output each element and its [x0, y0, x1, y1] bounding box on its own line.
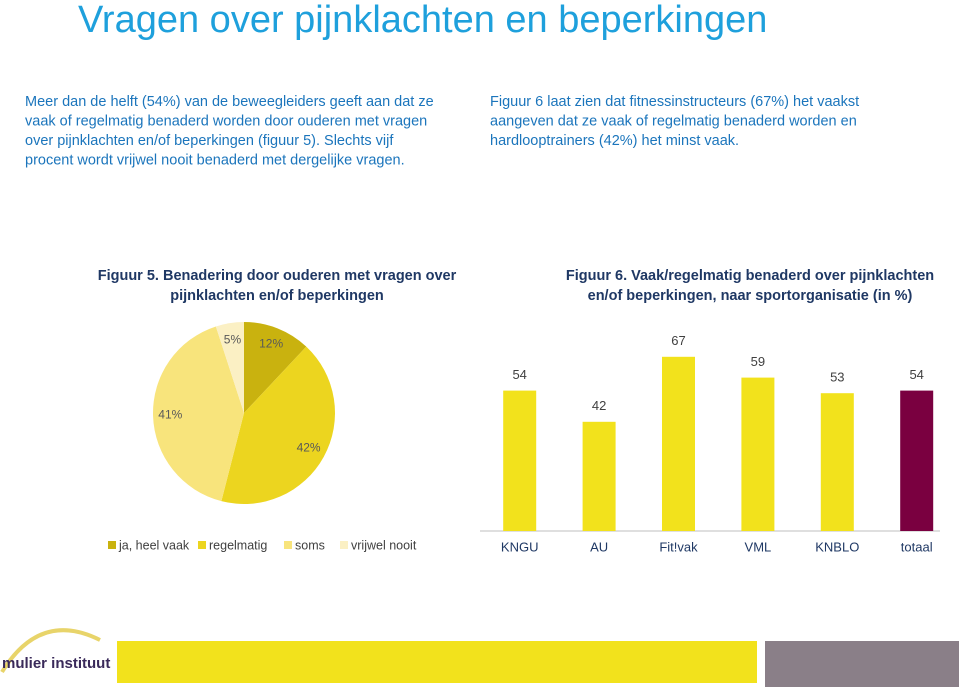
pie-slice [153, 326, 244, 502]
value-label: 67 [671, 333, 685, 348]
footer-bar [117, 641, 757, 683]
bar [741, 377, 775, 531]
intro-text: procent wordt vrijwel nooit benaderd met… [25, 152, 405, 168]
legend-label: ja, heel vaak [118, 538, 190, 552]
bar [900, 390, 934, 531]
intro-text: Figuur 6 laat zien dat fitnessinstructeu… [490, 94, 859, 110]
value-label: 42 [592, 398, 606, 413]
x-tick-label: totaal [901, 539, 933, 554]
intro-text: Meer dan de helft (54%) van de beweeglei… [25, 94, 434, 110]
bar [582, 421, 616, 531]
footer-photo [765, 641, 959, 687]
value-label: 42% [297, 441, 321, 455]
intro-text: vaak of regelmatig benaderd worden door … [25, 113, 427, 129]
x-tick-label: KNGU [501, 539, 539, 554]
x-tick-label: Fit!vak [659, 539, 698, 554]
intro-text: over pijnklachten en/of beperkingen (fig… [25, 133, 394, 149]
value-label: 12% [259, 337, 283, 351]
bar [503, 390, 537, 531]
legend-swatch [340, 541, 348, 549]
value-label: 53 [830, 370, 844, 385]
legend-label: vrijwel nooit [351, 538, 417, 552]
x-tick-label: VML [745, 539, 772, 554]
chart-title: Figuur 5. Benadering door ouderen met vr… [98, 268, 457, 284]
value-label: 59 [751, 354, 765, 369]
value-label: 41% [158, 407, 182, 421]
pie-slice [244, 322, 307, 413]
bar [820, 393, 854, 531]
chart-title: pijnklachten en/of beperkingen [170, 288, 384, 304]
legend-swatch [198, 541, 206, 549]
slide-title: Vragen over pijnklachten en beperkingen [78, 0, 767, 41]
intro-text: aangeven dat ze vaak of regelmatig benad… [490, 113, 857, 129]
legend-label: regelmatig [209, 538, 267, 552]
value-label: 5% [224, 332, 242, 346]
pie-slice [221, 346, 336, 505]
intro-text: hardlooptrainers (42%) het minst vaak. [490, 133, 739, 149]
legend-label: soms [295, 538, 325, 552]
x-tick-label: AU [590, 539, 608, 554]
x-tick-label: KNBLO [815, 539, 859, 554]
bar [662, 356, 695, 531]
chart-title: en/of beperkingen, naar sportorganisatie… [588, 288, 913, 304]
legend-swatch [108, 541, 116, 549]
chart-title: Figuur 6. Vaak/regelmatig benaderd over … [566, 268, 934, 284]
value-label: 54 [512, 367, 526, 382]
logo: mulier instituut [2, 655, 110, 672]
legend-swatch [284, 541, 292, 549]
pie-slice [215, 322, 244, 413]
value-label: 54 [909, 367, 923, 382]
logo-arc [0, 628, 101, 674]
